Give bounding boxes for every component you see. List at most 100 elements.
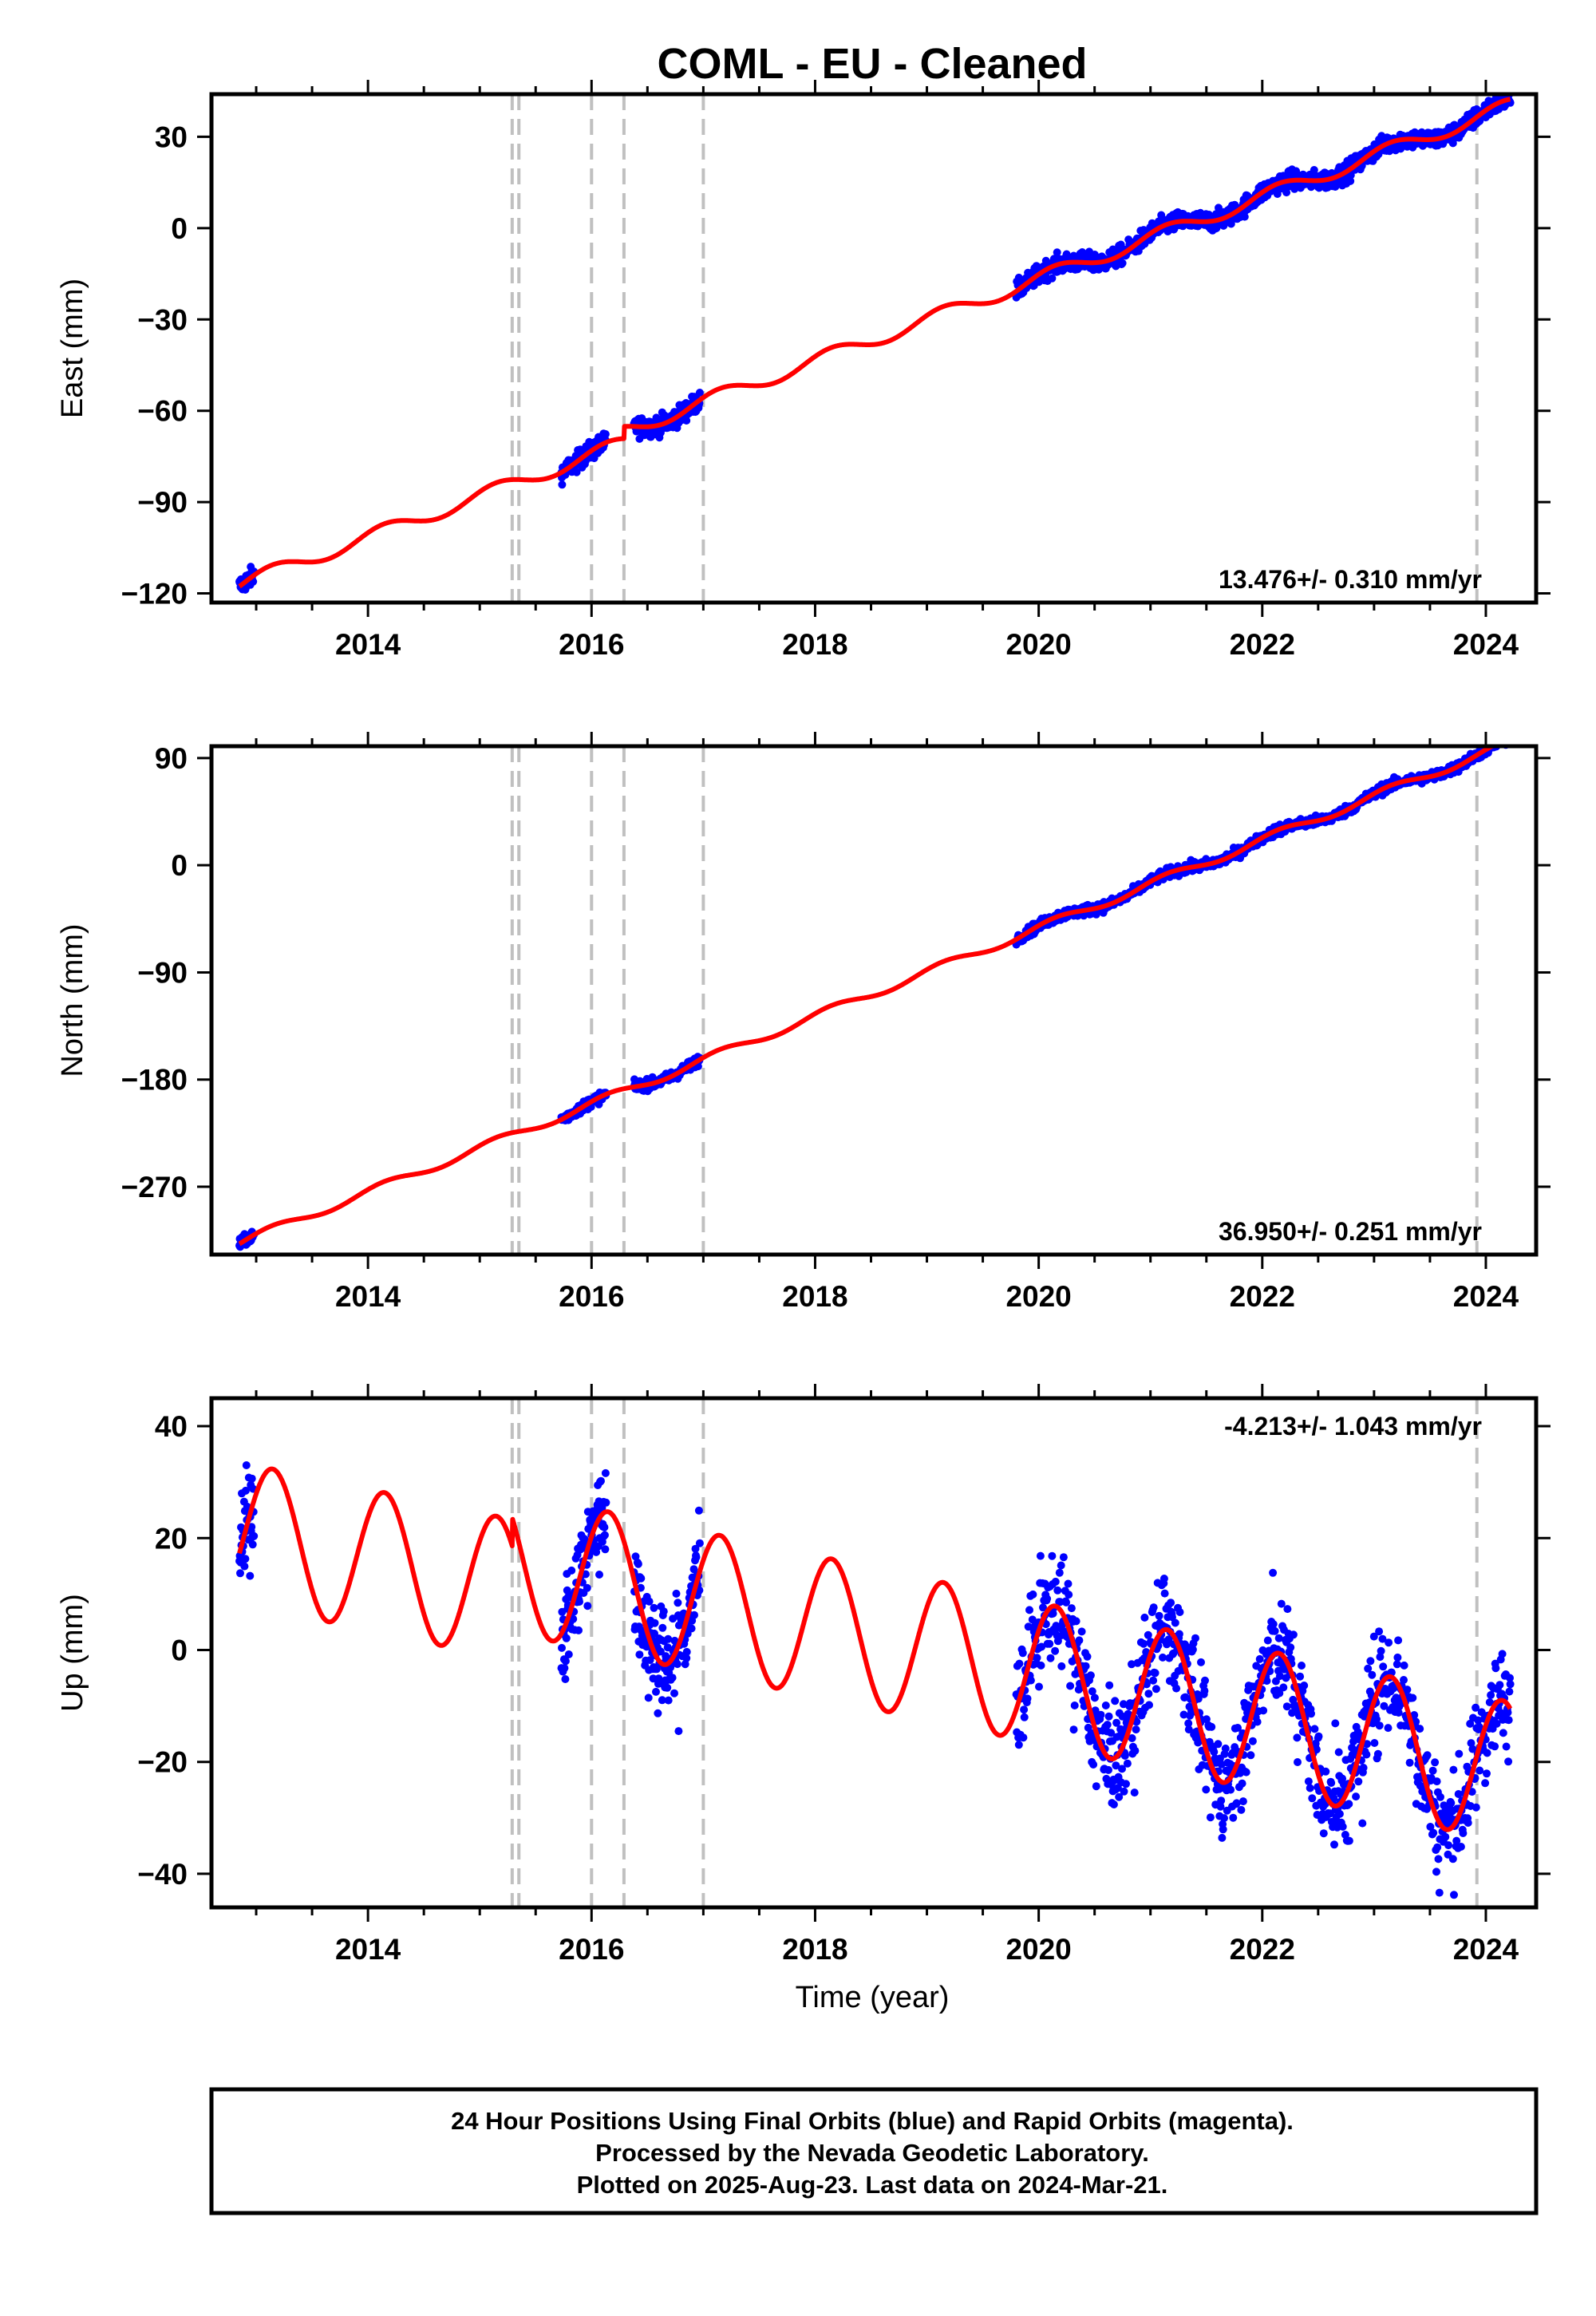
data-point — [1092, 1782, 1100, 1791]
data-point — [637, 1574, 646, 1583]
data-point — [1498, 737, 1506, 745]
data-point — [1293, 1733, 1302, 1742]
data-point — [1218, 1833, 1227, 1842]
data-point — [1037, 1661, 1045, 1670]
data-point — [1400, 1661, 1408, 1670]
data-point — [1459, 1829, 1468, 1837]
data-point — [1368, 1670, 1377, 1679]
data-point — [1051, 1577, 1060, 1586]
data-point — [1277, 1599, 1286, 1608]
data-point — [1077, 1627, 1086, 1636]
data-point — [1432, 1777, 1441, 1786]
data-point — [1253, 1717, 1262, 1726]
data-point — [561, 1675, 570, 1683]
data-point — [670, 1689, 678, 1697]
data-point — [1304, 1777, 1313, 1786]
footer-line-1: 24 Hour Positions Using Final Orbits (bl… — [451, 2107, 1294, 2135]
data-point — [659, 1607, 668, 1616]
data-point — [1429, 1828, 1438, 1837]
up-model-curve — [237, 1466, 1513, 1832]
y-tick-label: 20 — [155, 1522, 188, 1555]
x-tick-label: 2016 — [559, 1933, 624, 1966]
up-panel: 2014 2016 2018 2020 2022 2024 40 20 0 −20 −40 Up (m… — [56, 1384, 1551, 1966]
data-point — [583, 1583, 591, 1592]
data-point — [690, 1611, 698, 1619]
data-point — [668, 1674, 677, 1682]
data-point — [1506, 733, 1514, 741]
data-point — [1505, 1687, 1514, 1696]
data-point — [1497, 736, 1505, 744]
y-tick-label: −270 — [121, 1171, 188, 1203]
data-point — [1286, 1643, 1295, 1652]
data-point — [1408, 1694, 1417, 1702]
data-point — [1346, 176, 1355, 185]
data-point — [1029, 1590, 1037, 1599]
data-point — [597, 1476, 605, 1485]
data-point — [1503, 1708, 1512, 1717]
data-point — [1476, 1766, 1484, 1775]
data-point — [635, 1650, 644, 1659]
data-point — [1023, 1694, 1032, 1703]
data-point — [1096, 1710, 1105, 1719]
data-point — [1491, 1742, 1499, 1751]
data-point — [242, 1461, 251, 1469]
data-point — [1062, 1598, 1070, 1607]
north-frame — [209, 744, 1539, 1257]
data-point — [1416, 1725, 1424, 1733]
up-data-points — [235, 1461, 1515, 1899]
data-point — [1385, 1638, 1393, 1647]
data-point — [1505, 737, 1513, 745]
data-point — [1152, 1685, 1160, 1694]
data-point — [1496, 737, 1504, 745]
data-point — [1122, 1780, 1130, 1788]
data-point — [674, 1599, 682, 1607]
data-point — [1149, 1676, 1158, 1685]
x-tick-label: 2014 — [335, 628, 401, 661]
data-point — [1431, 1758, 1440, 1767]
data-point — [236, 1569, 244, 1578]
x-tick-label: 2022 — [1230, 628, 1295, 661]
data-point — [564, 1650, 573, 1658]
data-point — [1358, 1819, 1367, 1828]
data-point — [1400, 1676, 1408, 1684]
east-data-points — [235, 94, 1515, 594]
data-point — [1472, 1803, 1480, 1812]
data-point — [1263, 1636, 1272, 1645]
data-point — [1227, 1785, 1235, 1794]
y-tick-label: 90 — [155, 742, 188, 775]
y-tick-label: 0 — [171, 1634, 188, 1666]
y-tick-label: 40 — [155, 1410, 188, 1443]
data-point — [687, 1624, 696, 1633]
data-point — [1240, 212, 1249, 221]
data-point — [1352, 1792, 1361, 1801]
data-point — [1151, 1669, 1159, 1678]
data-point — [1149, 1603, 1158, 1612]
data-point — [1123, 1759, 1132, 1768]
data-point — [1449, 1765, 1458, 1774]
y-tick-label: −120 — [121, 578, 188, 611]
data-point — [1083, 1652, 1092, 1661]
data-point — [1282, 1702, 1291, 1711]
data-point — [1359, 1764, 1368, 1772]
data-point — [1070, 1701, 1079, 1709]
data-point — [575, 1598, 583, 1606]
data-point — [694, 1506, 703, 1515]
data-point — [1145, 1701, 1153, 1709]
data-point — [1075, 1636, 1084, 1645]
data-point — [1172, 1684, 1181, 1693]
data-point — [1191, 1634, 1199, 1642]
east-panel: 2014 2016 2018 2020 2022 2024 30 0 −30 −60 −90 −120… — [56, 80, 1551, 661]
data-point — [1207, 1722, 1216, 1731]
x-tick-label: 2016 — [559, 628, 624, 661]
x-tick-label: 2016 — [559, 1280, 624, 1313]
x-tick-label: 2024 — [1453, 1933, 1519, 1966]
data-point — [1217, 1796, 1226, 1805]
x-tick-label: 2022 — [1230, 1933, 1295, 1966]
data-point — [1331, 1719, 1340, 1728]
data-point — [1289, 1630, 1298, 1639]
data-point — [663, 1683, 672, 1692]
x-tick-label: 2018 — [782, 628, 847, 661]
data-point — [1294, 1758, 1302, 1766]
data-point — [1064, 1579, 1073, 1588]
data-point — [1498, 1650, 1507, 1658]
